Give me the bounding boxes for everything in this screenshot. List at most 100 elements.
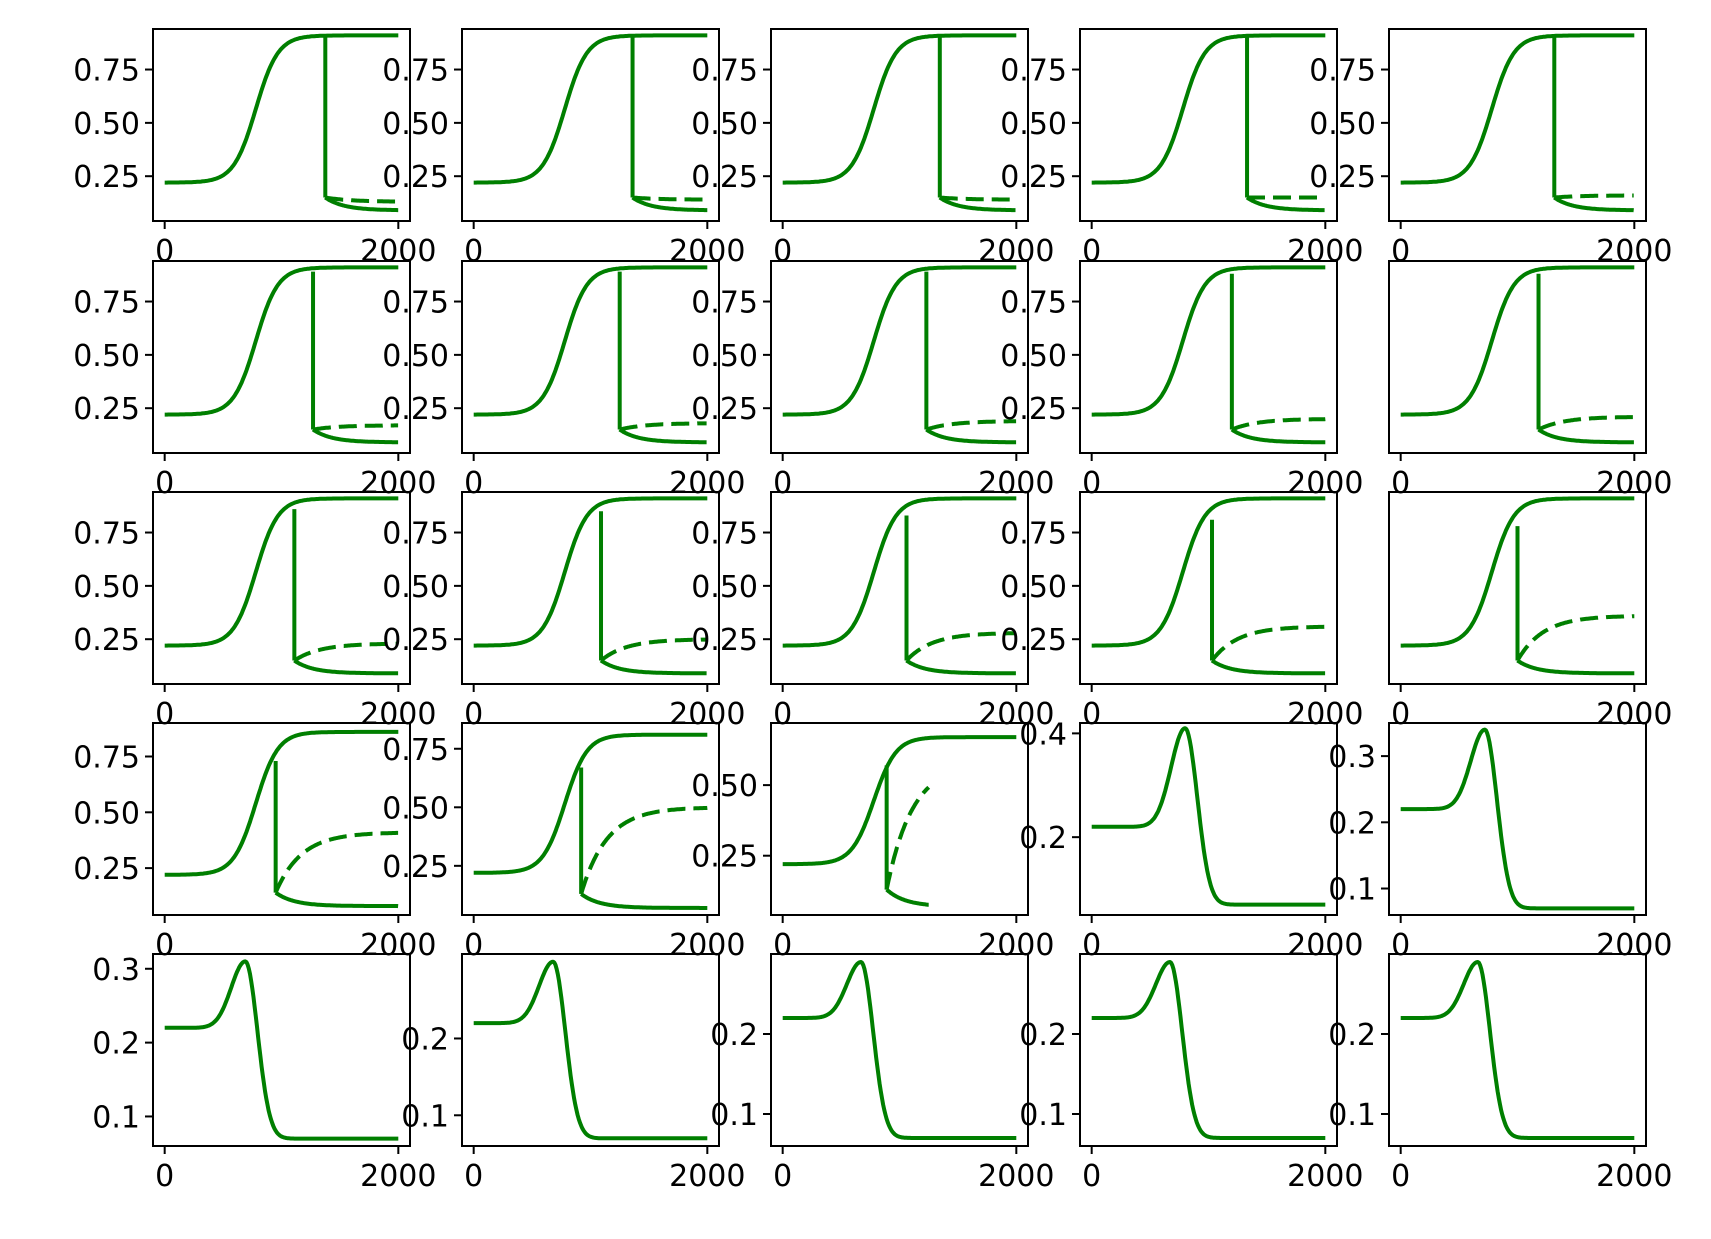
unstable-branch <box>324 195 400 204</box>
unstable-branch <box>1537 415 1635 432</box>
x-tick-label: 0 <box>1391 466 1410 501</box>
y-tick-label: 0.75 <box>1000 517 1067 552</box>
x-tick-label: 0 <box>773 697 792 732</box>
lower-stable-branch <box>293 658 400 676</box>
y-tick-label: 0.50 <box>382 107 449 142</box>
lower-stable-branch <box>925 427 1018 445</box>
subplot-frame <box>770 722 1029 916</box>
subplot-21: 0.1 0.2 0.3 0 2000 <box>92 953 436 1194</box>
lower-stable-branch <box>1553 195 1635 213</box>
lower-stable-branch <box>618 427 708 445</box>
upper-stable-branch <box>1399 496 1636 648</box>
y-tick-label: 0.3 <box>1328 740 1376 775</box>
x-tick-label: 2000 <box>978 928 1054 963</box>
response-curve <box>163 959 400 1141</box>
unstable-branch <box>293 641 400 663</box>
y-tick-label: 0.1 <box>1328 873 1376 908</box>
x-tick-label: 2000 <box>978 1159 1054 1194</box>
x-tick-label: 0 <box>773 1159 792 1194</box>
y-tick-label: 0.75 <box>382 54 449 89</box>
x-tick-label: 2000 <box>669 234 745 269</box>
subplot-18: 0.25 0.50 0 2000 <box>691 722 1054 963</box>
y-tick-label: 0.75 <box>382 517 449 552</box>
y-tick-label: 0.50 <box>1000 339 1067 374</box>
subplot-frame <box>770 953 1029 1147</box>
y-tick-label: 0.25 <box>1309 160 1376 195</box>
y-tick-label: 0.1 <box>1328 1098 1376 1133</box>
y-tick-label: 0.75 <box>691 54 758 89</box>
subplot-14: 0.25 0.50 0.75 0 2000 <box>1000 491 1363 732</box>
x-tick-label: 2000 <box>978 466 1054 501</box>
unstable-branch <box>599 637 708 663</box>
y-tick-label: 0.75 <box>73 740 140 775</box>
lower-stable-branch <box>905 658 1017 676</box>
subplot-frame <box>1388 953 1647 1147</box>
unstable-branch <box>312 423 400 432</box>
y-tick-label: 0.1 <box>92 1100 140 1135</box>
subplot-4: 0.25 0.50 0.75 0 2000 <box>1000 28 1363 269</box>
lower-stable-branch <box>631 195 709 213</box>
upper-stable-branch <box>472 33 709 185</box>
y-tick-label: 0.75 <box>73 286 140 321</box>
unstable-branch <box>273 830 400 894</box>
subplot-frame <box>1079 722 1338 916</box>
x-tick-label: 0 <box>464 466 483 501</box>
upper-stable-branch <box>163 33 400 185</box>
x-tick-label: 0 <box>464 1159 483 1194</box>
x-tick-label: 2000 <box>1287 466 1363 501</box>
x-tick-label: 0 <box>1391 928 1410 963</box>
x-tick-label: 2000 <box>669 697 745 732</box>
y-tick-label: 0.3 <box>92 953 140 988</box>
x-tick-label: 2000 <box>1596 466 1672 501</box>
unstable-branch <box>1553 193 1635 200</box>
y-tick-label: 0.75 <box>1309 54 1376 89</box>
subplot-3: 0.25 0.50 0.75 0 2000 <box>691 28 1054 269</box>
unstable-branch <box>579 805 709 895</box>
y-tick-label: 0.75 <box>382 286 449 321</box>
x-tick-label: 2000 <box>978 234 1054 269</box>
y-tick-label: 0.75 <box>382 733 449 768</box>
y-tick-label: 0.25 <box>382 160 449 195</box>
x-tick-label: 2000 <box>1596 234 1672 269</box>
subplot-2: 0.25 0.50 0.75 0 2000 <box>382 28 745 269</box>
unstable-branch <box>925 419 1018 432</box>
x-tick-label: 0 <box>155 928 174 963</box>
lower-stable-branch <box>274 891 400 909</box>
y-tick-label: 0.25 <box>382 623 449 658</box>
response-curve <box>472 959 709 1141</box>
upper-stable-branch <box>163 729 400 877</box>
lower-stable-branch <box>599 658 708 676</box>
subplot-13: 0.25 0.50 0.75 0 2000 <box>691 491 1054 732</box>
x-tick-label: 2000 <box>1287 697 1363 732</box>
x-tick-label: 0 <box>155 697 174 732</box>
y-tick-label: 0.75 <box>73 517 140 552</box>
y-tick-label: 0.50 <box>691 570 758 605</box>
y-tick-label: 0.50 <box>1309 107 1376 142</box>
upper-stable-branch <box>1399 33 1636 185</box>
subplot-frame <box>152 260 411 454</box>
y-tick-label: 0.75 <box>691 517 758 552</box>
x-tick-label: 2000 <box>1596 697 1672 732</box>
upper-stable-branch <box>1090 265 1327 417</box>
subplot-frame <box>461 28 720 222</box>
y-tick-label: 0.75 <box>1000 286 1067 321</box>
y-tick-label: 0.2 <box>710 1018 758 1053</box>
y-tick-label: 0.2 <box>401 1022 449 1057</box>
subplot-20: 0.1 0.2 0.3 0 2000 <box>1328 722 1672 963</box>
subplot-16: 0.25 0.50 0.75 0 2000 <box>73 722 436 963</box>
upper-stable-branch <box>472 496 709 648</box>
y-tick-label: 0.50 <box>382 791 449 826</box>
y-tick-label: 0.25 <box>1000 392 1067 427</box>
x-tick-label: 2000 <box>978 697 1054 732</box>
upper-stable-branch <box>781 33 1018 185</box>
response-curve <box>781 960 1018 1140</box>
subplot-frame <box>1388 491 1647 685</box>
x-tick-label: 2000 <box>360 466 436 501</box>
x-tick-label: 0 <box>773 466 792 501</box>
y-tick-label: 0.25 <box>73 623 140 658</box>
subplot-frame <box>1079 953 1338 1147</box>
y-tick-label: 0.50 <box>691 339 758 374</box>
subplot-11: 0.25 0.50 0.75 0 2000 <box>73 491 436 732</box>
response-curve <box>1090 726 1327 907</box>
